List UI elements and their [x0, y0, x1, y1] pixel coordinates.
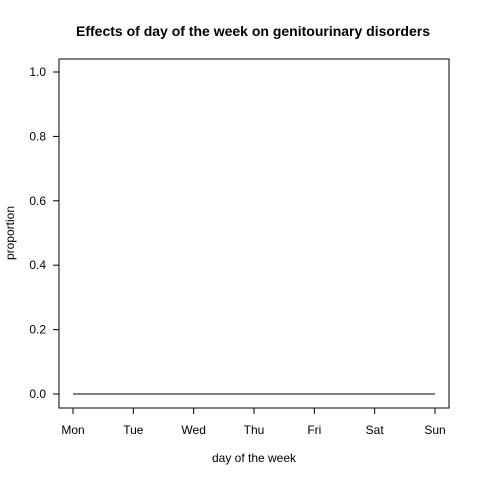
y-tick-label-1: 0.2 — [29, 323, 46, 337]
y-tick-label-3: 0.6 — [29, 194, 46, 208]
x-tick-label-sat: Sat — [366, 423, 385, 437]
x-tick-label-mon: Mon — [61, 423, 84, 437]
plot-frame — [58, 58, 450, 409]
x-tick-label-thu: Thu — [244, 423, 265, 437]
y-tick-label-0: 0.0 — [29, 387, 46, 401]
x-tick-label-sun: Sun — [424, 423, 445, 437]
x-tick-label-tue: Tue — [123, 423, 144, 437]
x-axis-label: day of the week — [212, 451, 297, 465]
y-tick-label-4: 0.8 — [29, 129, 46, 143]
chart-title: Effects of day of the week on genitourin… — [76, 23, 430, 39]
x-tick-label-wed: Wed — [181, 423, 205, 437]
y-tick-label-2: 0.4 — [29, 258, 46, 272]
y-tick-label-5: 1.0 — [29, 65, 46, 79]
x-tick-label-fri: Fri — [307, 423, 321, 437]
x-axis: Mon Tue Wed Thu Fri Sat Sun — [61, 408, 446, 437]
y-axis: 0.0 0.2 0.4 0.6 0.8 1.0 — [29, 65, 59, 401]
y-axis-label: proportion — [3, 206, 17, 260]
